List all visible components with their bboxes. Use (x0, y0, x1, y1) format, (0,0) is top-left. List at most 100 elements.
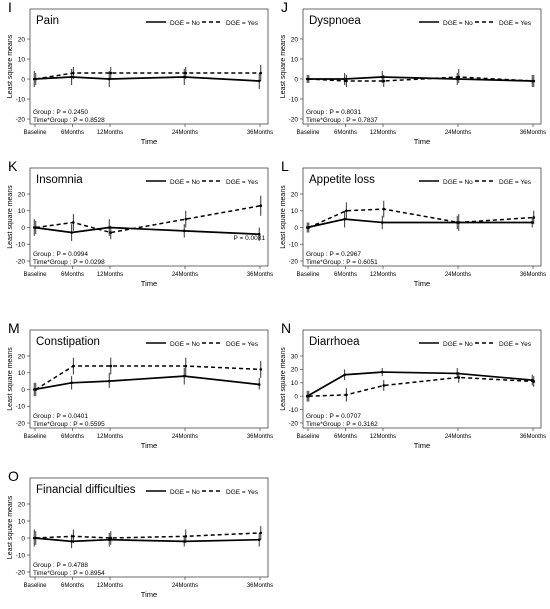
data-point-dge-no (343, 77, 347, 81)
chart-title: Pain (36, 15, 59, 27)
x-tick-label: 36Months (247, 130, 273, 136)
y-tick-label: 20 (18, 36, 26, 43)
group-p-value: Group : P = 0.0707 (306, 413, 361, 420)
x-tick-label: 6Months (61, 272, 84, 278)
x-tick-label: 6Months (334, 272, 357, 278)
panel-letter: M (8, 320, 20, 336)
y-axis-label: Least square means (280, 185, 287, 249)
y-tick-label: 10 (18, 370, 26, 377)
y-tick-label: 0 (21, 76, 25, 83)
data-point-dge-yes (259, 204, 263, 208)
x-tick-label: Baseline (23, 583, 47, 589)
panel-letter: O (8, 468, 19, 484)
group-p-value: Group : P = 0.0401 (33, 413, 88, 420)
series-line-dge-yes (35, 72, 261, 80)
data-point-dge-yes (345, 79, 348, 83)
data-point-dge-yes (184, 364, 188, 368)
x-tick-label: 24Months (172, 272, 198, 278)
legend-label-no: DGE = No (170, 179, 200, 186)
time-group-p-value: Time*Group : P = 0.6051 (306, 259, 378, 266)
y-tick-label: 10 (291, 56, 299, 63)
y-tick-label: -20 (289, 258, 299, 265)
data-point-dge-yes (345, 393, 348, 397)
x-axis-label: Time (414, 279, 430, 288)
data-point-dge-no (70, 540, 73, 543)
time-group-p-value: Time*Group : P = 0.3162 (306, 421, 378, 428)
series-line-dge-no (34, 226, 260, 236)
series-line-dge-no (307, 218, 533, 229)
legend-label-yes: DGE = Yes (499, 20, 532, 27)
data-point-dge-yes (259, 531, 263, 535)
x-tick-label: 6Months (61, 434, 84, 440)
series-line-dge-no (34, 537, 260, 543)
y-tick-label: -20 (16, 569, 26, 576)
data-point-dge-no (70, 231, 73, 234)
x-tick-label: 6Months (334, 130, 357, 136)
data-point-dge-yes (184, 71, 188, 75)
data-point-dge-yes (532, 79, 536, 83)
y-tick-label: 10 (18, 208, 26, 215)
y-tick-label: 10 (291, 380, 299, 387)
data-point-dge-no (107, 226, 111, 229)
y-tick-label: 0 (294, 76, 298, 83)
data-point-dge-no (530, 221, 534, 224)
x-tick-label: 12Months (370, 272, 396, 278)
legend-label-yes: DGE = Yes (499, 179, 532, 186)
y-axis-label: Least square means (7, 185, 14, 249)
x-axis-label: Time (141, 590, 157, 599)
data-point-dge-no (182, 540, 186, 543)
time-group-p-value: Time*Group : P = 0.8528 (33, 117, 105, 124)
data-point-dge-yes (259, 368, 263, 371)
chart-title: Constipation (36, 336, 100, 348)
x-tick-label: Baseline (296, 434, 320, 440)
legend-label-yes: DGE = Yes (226, 20, 259, 27)
x-axis-label: Time (141, 279, 157, 288)
x-tick-label: 12Months (370, 130, 396, 136)
series-line-dge-yes (308, 376, 534, 397)
chart-panel-j: J Dyspnoea DGE = No DGE = Yes -20 -10 0 10 20 Bas… (280, 0, 546, 146)
chart-panel-n: N Diarrhoea DGE = No DGE = Yes -20 -10 0 10 20 30… (280, 320, 546, 450)
series-line-dge-yes (308, 76, 534, 82)
x-tick-label: 12Months (97, 130, 123, 136)
series-line-dge-no (306, 371, 533, 397)
y-tick-label: 20 (291, 191, 299, 198)
data-point-dge-no (343, 217, 347, 221)
chart-panel-o: O Financial difficulties DGE = No DGE = Yes… (7, 468, 273, 599)
data-point-dge-yes (34, 536, 38, 540)
time-group-p-value: Time*Group : P = 0.8954 (33, 570, 105, 577)
group-p-value: Group : P = 0.8031 (306, 109, 361, 116)
x-tick-label: 12Months (97, 272, 123, 278)
plot-frame (29, 8, 269, 125)
x-axis-label: Time (414, 137, 430, 146)
x-tick-label: Baseline (296, 272, 320, 278)
x-tick-label: Baseline (23, 130, 47, 136)
chart-panel-m: M Constipation DGE = No DGE = Yes -20 -10 0 10 2… (7, 320, 273, 450)
data-point-dge-no (257, 538, 261, 541)
group-p-value: Group : P = 0.2967 (306, 251, 361, 258)
data-point-dge-no (182, 374, 186, 378)
data-point-dge-yes (457, 221, 461, 224)
chart-title: Diarrhoea (309, 336, 360, 348)
chart-panel-l: L Appetite loss DGE = No DGE = Yes -20 -10 0 10… (280, 158, 546, 288)
time-group-p-value: Time*Group : P = 0.7837 (306, 117, 378, 124)
data-point-dge-yes (184, 535, 188, 538)
data-point-dge-no (182, 229, 186, 233)
data-point-dge-yes (72, 364, 75, 368)
series-line-dge-yes (35, 532, 261, 539)
y-tick-label: -20 (16, 420, 26, 427)
plot-frame (29, 167, 269, 267)
data-point-dge-yes (457, 75, 461, 79)
data-point-dge-yes (382, 79, 386, 83)
data-point-dge-no (455, 372, 459, 375)
legend-label-no: DGE = No (443, 179, 473, 186)
legend-label-yes: DGE = Yes (226, 489, 259, 496)
data-point-dge-yes (382, 207, 386, 211)
data-point-dge-no (257, 383, 261, 386)
legend-label-no: DGE = No (170, 489, 200, 496)
x-tick-label: 6Months (61, 583, 84, 589)
data-point-dge-no (257, 79, 261, 83)
data-point-dge-yes (109, 231, 113, 234)
x-tick-label: 36Months (247, 434, 273, 440)
series-line-dge-no (34, 375, 260, 391)
